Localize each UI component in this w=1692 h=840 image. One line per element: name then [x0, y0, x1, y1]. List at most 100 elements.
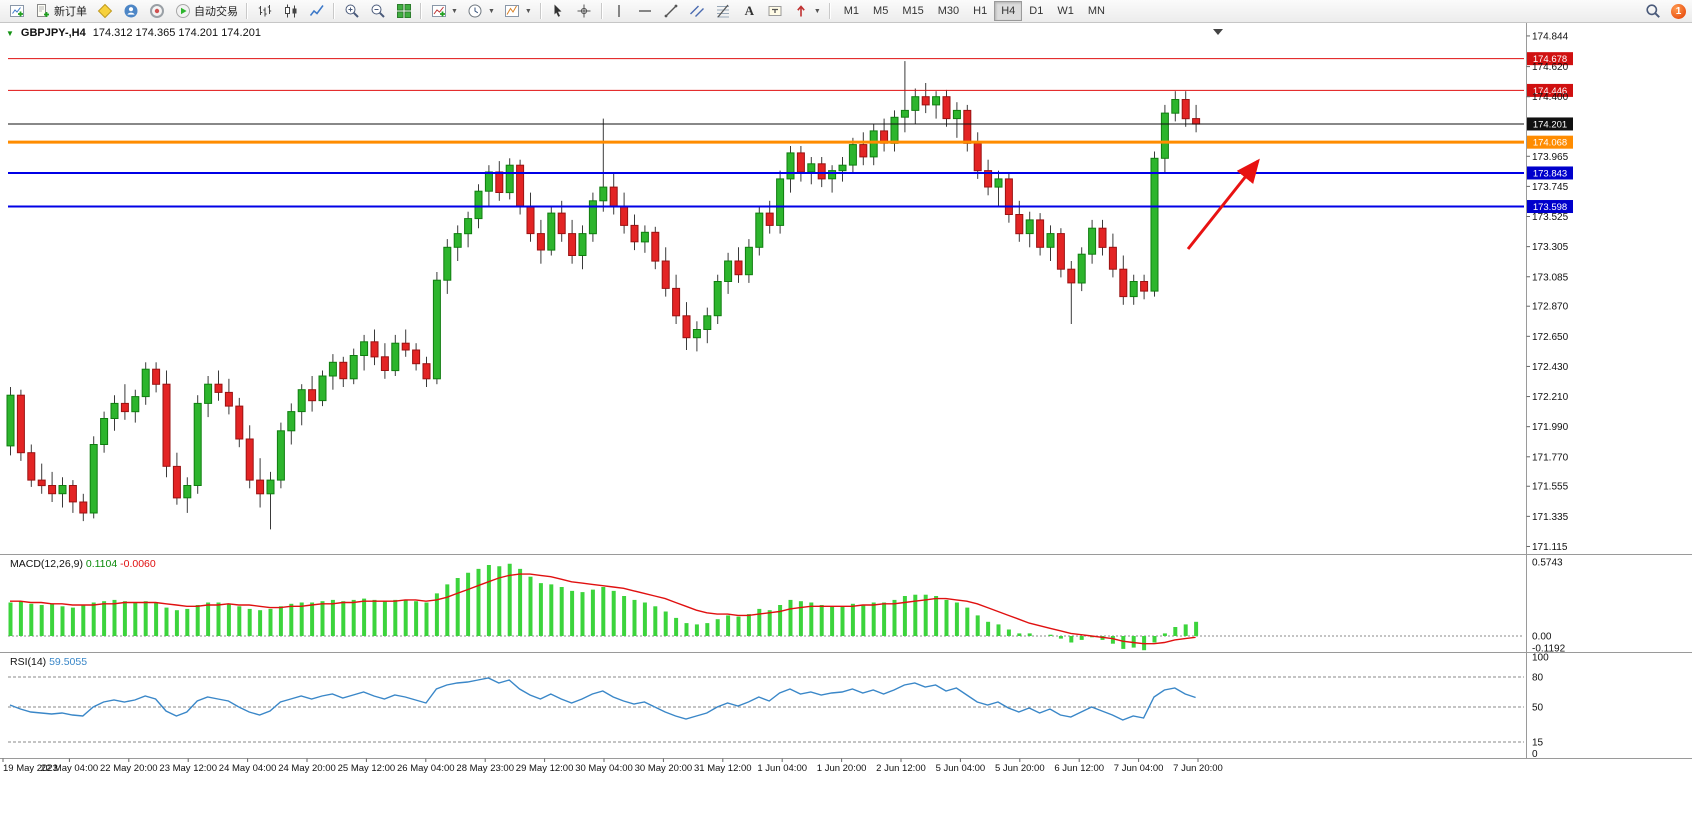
chart-area[interactable]: 174.678 174.446 174.201 174.068 173.843 173.5…	[0, 23, 1692, 840]
templates-icon	[504, 3, 521, 20]
text-tool-button[interactable]: A	[737, 0, 762, 22]
tf-button-h4[interactable]: H4	[994, 1, 1023, 21]
price-scale[interactable]: 174.844 174.620 174.400 173.965 173.745 173.5…	[1526, 31, 1569, 553]
tile-windows-button[interactable]	[391, 0, 416, 22]
label-icon	[767, 3, 784, 20]
svg-text:-0.1192: -0.1192	[1532, 644, 1566, 655]
tf-button-m15[interactable]: M15	[902, 5, 924, 17]
zoom-in-button[interactable]	[339, 0, 364, 22]
svg-text:26 May 04:00: 26 May 04:00	[397, 763, 455, 774]
svg-text:174.400: 174.400	[1532, 92, 1569, 103]
metaeditor-button[interactable]	[92, 0, 117, 22]
candlestick-type-icon	[282, 3, 299, 20]
price-levels[interactable]: 174.678 174.446 174.201 174.068 173.843 173.5…	[8, 52, 1573, 214]
trendline-icon	[663, 3, 680, 20]
svg-text:173.085: 173.085	[1532, 272, 1569, 283]
search-button[interactable]	[1640, 0, 1665, 22]
tf-button-m1[interactable]: M1	[843, 5, 860, 17]
channel-icon	[689, 3, 706, 20]
tf-button-mn[interactable]: MN	[1087, 5, 1105, 17]
new-order-label: 新订单	[54, 6, 87, 18]
autotrading-button[interactable]: 自动交易	[170, 0, 242, 22]
toolbar-separator	[246, 3, 248, 19]
zoom-out-icon	[369, 3, 386, 20]
autotrading-label: 自动交易	[194, 6, 238, 18]
chart-canvas[interactable]: 174.678 174.446 174.201 174.068 173.843 173.5…	[0, 23, 1692, 840]
svg-text:24 May 20:00: 24 May 20:00	[278, 763, 336, 774]
svg-text:174.620: 174.620	[1532, 62, 1569, 73]
macd-signal-line	[10, 573, 1196, 645]
tf-button-m5[interactable]: M5	[873, 5, 889, 17]
bar-chart-type-icon	[256, 3, 273, 20]
price-tag	[1527, 135, 1573, 149]
cursor-tool-button[interactable]	[546, 0, 571, 22]
svg-text:171.990: 171.990	[1532, 422, 1569, 433]
svg-text:174.446: 174.446	[1533, 86, 1567, 97]
toolbar-separator	[333, 3, 335, 19]
chevron-down-icon: ▼	[451, 7, 458, 15]
macd-label: MACD(12,26,9) 0.1104 -0.0060	[10, 558, 156, 570]
candlestick-type-button[interactable]	[278, 0, 303, 22]
cursor-icon	[550, 3, 567, 20]
indicators-button[interactable]: ▼	[426, 0, 462, 22]
svg-text:30 May 04:00: 30 May 04:00	[575, 763, 633, 774]
community-icon	[122, 3, 139, 20]
chart-ohlc-values: 174.312 174.365 174.201 174.201	[92, 27, 261, 39]
new-chart-button[interactable]	[4, 0, 29, 22]
fibonacci-tool-button[interactable]	[711, 0, 736, 22]
periods-clock-icon	[467, 3, 484, 20]
notification-badge[interactable]: 1	[1671, 3, 1686, 19]
support-button[interactable]	[144, 0, 169, 22]
svg-text:29 May 12:00: 29 May 12:00	[516, 763, 574, 774]
fibonacci-icon	[715, 3, 732, 20]
periods-button[interactable]: ▼	[463, 0, 499, 22]
bar-chart-type-button[interactable]	[252, 0, 277, 22]
svg-text:173.598: 173.598	[1533, 202, 1567, 213]
trendline-tool-button[interactable]	[659, 0, 684, 22]
tf-button-d1[interactable]: D1	[1029, 5, 1044, 17]
templates-button[interactable]: ▼	[500, 0, 536, 22]
tf-button-h1[interactable]: H1	[973, 5, 988, 17]
svg-text:50: 50	[1532, 703, 1544, 714]
zoom-out-button[interactable]	[365, 0, 390, 22]
svg-text:24 May 04:00: 24 May 04:00	[219, 763, 277, 774]
rsi-label: RSI(14) 59.5055	[10, 656, 87, 668]
line-chart-type-button[interactable]	[304, 0, 329, 22]
svg-text:174.201: 174.201	[1533, 119, 1567, 130]
arrows-tool-button[interactable]: ▼	[789, 0, 825, 22]
tf-button-m30[interactable]: M30	[937, 5, 960, 17]
crosshair-tool-button[interactable]	[572, 0, 597, 22]
horizontal-line-tool-button[interactable]	[633, 0, 658, 22]
svg-text:172.430: 172.430	[1532, 362, 1569, 373]
chevron-down-icon: ▼	[813, 7, 821, 15]
svg-text:174.844: 174.844	[1532, 31, 1569, 42]
svg-text:22 May 20:00: 22 May 20:00	[100, 763, 158, 774]
tf-button-w1[interactable]: W1	[1057, 5, 1074, 17]
svg-text:100: 100	[1532, 653, 1549, 664]
svg-text:7 Jun 20:00: 7 Jun 20:00	[1173, 763, 1223, 774]
toolbar-right-cluster: 1	[1640, 0, 1688, 22]
svg-text:7 Jun 04:00: 7 Jun 04:00	[1114, 763, 1164, 774]
new-order-button[interactable]: 新订单	[30, 0, 91, 22]
svg-text:173.843: 173.843	[1533, 168, 1567, 179]
autotrading-icon	[174, 3, 191, 20]
new-order-icon	[34, 3, 51, 20]
main-toolbar: 新订单 自动交易 ▼ ▼ ▼	[0, 0, 1692, 23]
vertical-line-tool-button[interactable]	[607, 0, 632, 22]
label-tool-button[interactable]	[763, 0, 788, 22]
svg-text:5 Jun 20:00: 5 Jun 20:00	[995, 763, 1045, 774]
price-tag	[1527, 200, 1573, 214]
price-tag	[1527, 117, 1573, 131]
crosshair-icon	[576, 3, 593, 20]
svg-text:6 Jun 12:00: 6 Jun 12:00	[1054, 763, 1104, 774]
search-icon	[1644, 3, 1661, 20]
chart-title: ▼ GBPJPY-,H4 174.312 174.365 174.201 174…	[6, 27, 261, 39]
svg-text:22 May 04:00: 22 May 04:00	[41, 763, 99, 774]
channel-tool-button[interactable]	[685, 0, 710, 22]
community-button[interactable]	[118, 0, 143, 22]
svg-text:172.210: 172.210	[1532, 392, 1569, 403]
collapse-triangle-icon[interactable]: ▼	[6, 28, 14, 38]
toolbar-separator	[539, 3, 542, 19]
text-icon: A	[744, 3, 754, 18]
